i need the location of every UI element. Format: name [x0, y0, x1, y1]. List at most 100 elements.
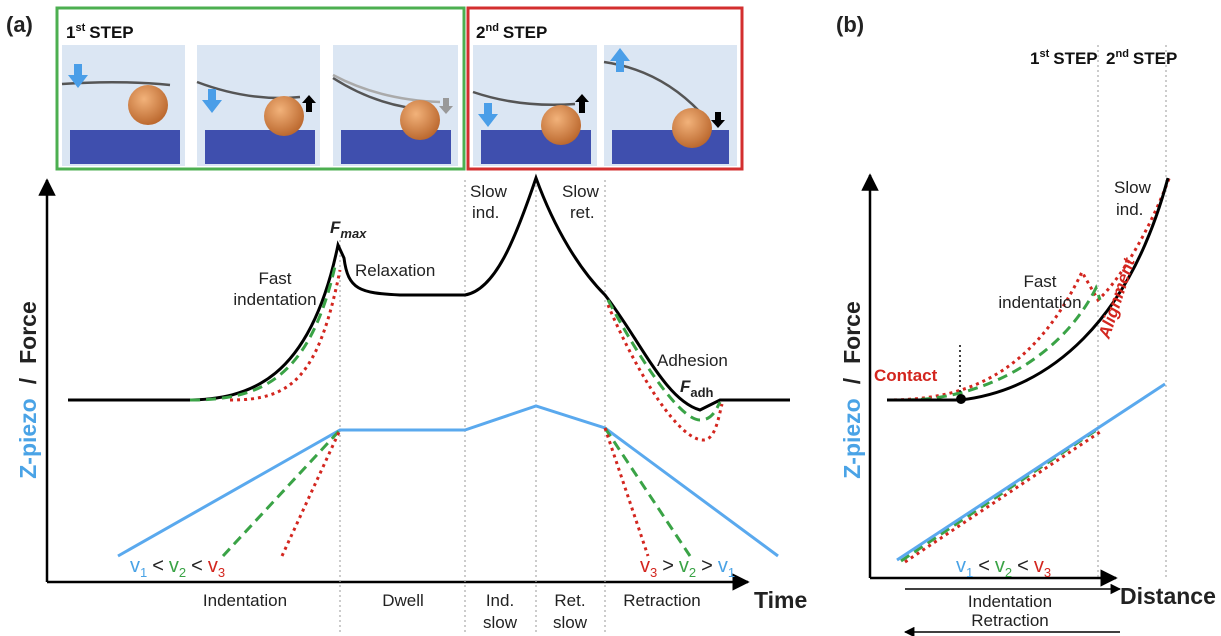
step-suffix: nd — [485, 22, 498, 34]
text-part: STEP — [1133, 49, 1177, 68]
step-number: 2 — [476, 23, 485, 42]
z-piezo-curves — [897, 384, 1165, 562]
step-illustrations-part — [672, 108, 712, 148]
force-curves — [68, 178, 790, 440]
text-part: v — [169, 555, 179, 577]
z-piezo-curves-part — [282, 430, 340, 556]
velocity-order: v3>v2>v1 — [640, 555, 735, 580]
y-axis-label: Z-piezo / Force — [15, 301, 41, 479]
line: ind. — [472, 203, 499, 222]
z-piezo-curves-part — [905, 432, 1100, 562]
velocity-order: v1<v2<v3 — [130, 555, 225, 580]
direction-label: Indentation — [968, 592, 1052, 611]
text-part: v — [640, 555, 650, 577]
direction-label: Retraction — [971, 611, 1048, 630]
symbol: F — [330, 218, 341, 237]
text-part: Z-piezo — [839, 398, 865, 479]
text-part: Force — [15, 301, 41, 364]
text-part: / — [839, 377, 865, 384]
contact-point — [956, 394, 966, 404]
annotation: Fadh — [680, 377, 714, 400]
annotation: Fast indentation — [233, 269, 316, 309]
annotation: Adhesion — [657, 351, 728, 370]
x-axis-label: Time — [754, 587, 807, 613]
text-part: v — [1034, 555, 1044, 577]
z-piezo-curves-part — [605, 428, 648, 556]
text-part: slow — [553, 613, 588, 632]
subscript: max — [340, 226, 367, 241]
text-part: 3 — [218, 565, 225, 580]
panel-label: (a) — [6, 12, 33, 37]
step-illustrations-part — [400, 100, 440, 140]
step-word: STEP — [89, 23, 133, 42]
text-part: slow — [483, 613, 518, 632]
annotation: Slow ind. — [1114, 178, 1152, 219]
axes — [47, 180, 748, 582]
annotation: Relaxation — [355, 261, 435, 280]
phase-label: Ind. slow — [483, 591, 518, 632]
step-word: STEP — [503, 23, 547, 42]
text-part: < — [978, 555, 990, 577]
force-curves-part — [68, 178, 790, 410]
step-label: 2nd STEP — [476, 22, 547, 42]
step-number: 1 — [66, 23, 75, 42]
z-piezo-curves-part — [223, 430, 340, 556]
annotation: Fmax — [330, 218, 367, 241]
text-part: v — [956, 555, 966, 577]
text-part: Ind. — [486, 591, 514, 610]
text-part: < — [1017, 555, 1029, 577]
text-part: Slow — [1114, 178, 1152, 197]
text-part: 1 — [728, 565, 735, 580]
z-piezo-curves-part — [897, 384, 1165, 560]
phase-label: Dwell — [382, 591, 424, 610]
phase-label: Ret. slow — [553, 591, 588, 632]
figure: (a) 1stS — [0, 0, 1221, 636]
velocity-order: v1<v2<v3 — [956, 555, 1051, 580]
step-label: 1st STEP — [66, 22, 134, 42]
text-part: < — [191, 555, 203, 577]
step-illustrations-part — [128, 85, 168, 125]
text-part: 1 — [1030, 49, 1039, 68]
text-part: 2 — [179, 565, 186, 580]
text-part: ind. — [1116, 200, 1143, 219]
line: indentation — [233, 290, 316, 309]
text-part: > — [701, 555, 713, 577]
text-part: Z-piezo — [15, 398, 41, 479]
line: ret. — [570, 203, 595, 222]
step-label: 2nd STEP — [1106, 48, 1177, 68]
z-piezo-curves — [118, 406, 778, 556]
phase-label: Retraction — [623, 591, 700, 610]
z-piezo-curves-part — [605, 428, 690, 556]
step-illustrations-part — [264, 96, 304, 136]
step-illustrations-part — [70, 130, 180, 164]
y-axis-label: Z-piezo / Force — [839, 301, 865, 479]
text-part: Force — [839, 301, 865, 364]
text-part: v — [208, 555, 218, 577]
annotation: Slow ind. — [470, 182, 508, 222]
text-part: v — [679, 555, 689, 577]
text-part: nd — [1115, 48, 1128, 60]
step-illustrations-part — [541, 105, 581, 145]
text-part: < — [152, 555, 164, 577]
text-part: indentation — [998, 293, 1081, 312]
text-part: 3 — [1044, 565, 1051, 580]
text-part: 2 — [1106, 49, 1115, 68]
annotation: Alignment — [1095, 255, 1139, 342]
panel-label: (b) — [836, 12, 864, 37]
phase-label: Indentation — [203, 591, 287, 610]
text-part: v — [130, 555, 140, 577]
step-suffix: st — [75, 22, 85, 34]
text-part: 2 — [1005, 565, 1012, 580]
step-illustrations-part — [341, 130, 451, 164]
line: Slow — [470, 182, 508, 201]
text-part: / — [15, 377, 41, 384]
text-part: Ret. — [554, 591, 585, 610]
text-part: 1 — [966, 565, 973, 580]
text-part: st — [1039, 48, 1049, 60]
line: Fast — [258, 269, 291, 288]
symbol: F — [680, 377, 691, 396]
text-part: v — [718, 555, 728, 577]
